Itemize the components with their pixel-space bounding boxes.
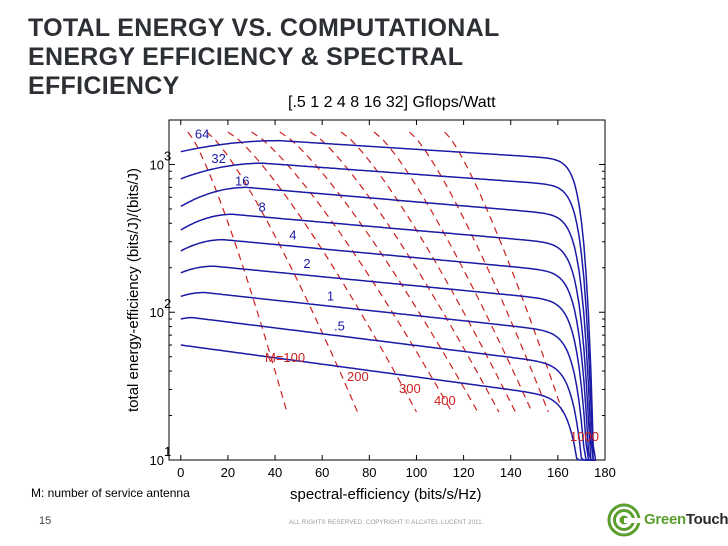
chart-title: [.5 1 2 4 8 16 32] Gflops/Watt [288, 94, 496, 111]
antenna-line-M800 [373, 131, 533, 413]
x-tick-label: 180 [594, 465, 616, 480]
efficiency-curve-1 [180, 291, 596, 461]
greentouch-logo-mark-icon [607, 503, 641, 537]
curve-label-64: 64 [195, 126, 209, 141]
antenna-label-M300: 300 [399, 381, 421, 396]
copyright-notice: ALL RIGHTS RESERVED. COPYRIGHT © ALCATEL… [289, 520, 484, 526]
x-tick-label: 60 [315, 465, 329, 480]
efficiency-curve-32 [180, 162, 596, 461]
efficiency-curve-p5 [180, 316, 596, 461]
curve-label-16: 16 [235, 174, 249, 189]
y-tick-exponent: 3 [164, 148, 171, 163]
curve-label-32: 32 [211, 151, 225, 166]
slide-title: TOTAL ENERGY VS. COMPUTATIONAL ENERGY EF… [28, 14, 500, 100]
efficiency-curve-2 [180, 265, 596, 461]
page-number: 15 [39, 515, 52, 527]
y-tick-label: 10 [150, 453, 164, 468]
x-tick-label: 160 [547, 465, 569, 480]
x-axis-label: spectral-efficiency (bits/s/Hz) [290, 486, 481, 503]
antenna-line-M100 [187, 131, 288, 413]
antenna-lines [187, 131, 564, 413]
antenna-line-M900 [408, 131, 549, 413]
y-axis-label: total energy-efficiency (bits/J)/(bits/J… [125, 168, 142, 412]
logo-text-touch: Touch [685, 511, 728, 528]
antenna-label-M400: 400 [434, 393, 456, 408]
x-tick-label: 80 [362, 465, 376, 480]
x-tick-label: 0 [177, 465, 184, 480]
x-tick-label: 100 [406, 465, 428, 480]
y-tick-exponent: 2 [164, 296, 171, 311]
antenna-line-M600 [310, 131, 500, 413]
y-tick-label: 10 [150, 305, 164, 320]
antenna-line-M400 [251, 131, 453, 413]
antenna-label-M1000: 1000 [570, 429, 599, 444]
curve-label-8: 8 [259, 200, 266, 215]
y-tick-label: 10 [150, 157, 164, 172]
x-tick-label: 140 [500, 465, 522, 480]
efficiency-curve-8 [180, 213, 596, 461]
x-tick-label: 40 [268, 465, 282, 480]
efficiency-curves [180, 139, 597, 461]
y-tick-exponent: 1 [164, 444, 171, 459]
antenna-line-M300 [227, 131, 418, 413]
efficiency-curve-4 [180, 238, 596, 461]
footnote: M: number of service antenna [31, 486, 190, 500]
antenna-line-M200 [206, 131, 359, 413]
efficiency-curve-16 [180, 186, 596, 461]
antenna-line-M500 [279, 131, 479, 413]
greentouch-logo: GreenTouch [606, 500, 728, 540]
x-tick-label: 120 [453, 465, 475, 480]
curve-label-4: 4 [289, 228, 296, 243]
x-tick-label: 20 [221, 465, 235, 480]
plot-frame [168, 119, 606, 461]
curve-label-1: 1 [327, 289, 334, 304]
efficiency-curve-0p25 [180, 344, 596, 461]
curve-label-p5: .5 [334, 319, 345, 334]
antenna-label-M100: M=100 [265, 350, 305, 365]
antenna-line-M700 [340, 131, 516, 413]
logo-text-green: Green [644, 511, 686, 528]
curve-label-2: 2 [303, 256, 310, 271]
antenna-label-M200: 200 [347, 369, 369, 384]
efficiency-curve-64 [180, 139, 597, 461]
